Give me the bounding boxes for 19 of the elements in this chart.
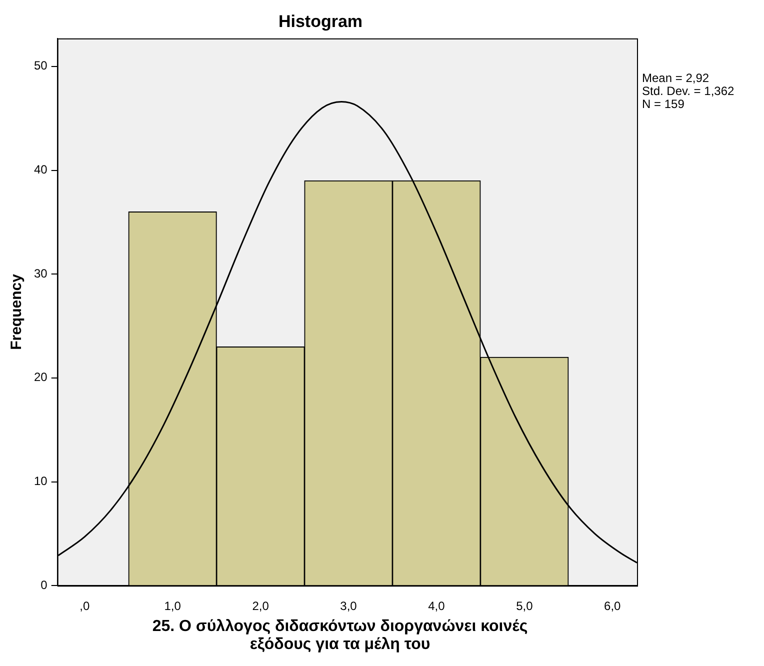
y-tick-label: 30 xyxy=(34,266,48,280)
y-tick-label: 50 xyxy=(34,58,48,73)
x-tick-label: ,0 xyxy=(80,599,90,614)
x-tick-label: 3,0 xyxy=(340,599,358,614)
y-tick-label: 10 xyxy=(34,474,48,488)
y-tick-label: 40 xyxy=(34,162,48,177)
x-axis-title: 25. Ο σύλλογος διδασκόντων διοργανώνει κοινές εξόδους για τα μέλη του xyxy=(151,618,529,654)
x-tick-label: 2,0 xyxy=(252,599,270,614)
y-tick-label: 0 xyxy=(40,578,48,592)
y-axis-title: Frequency xyxy=(8,273,26,350)
text: Mean = 2,92 xyxy=(642,71,710,85)
chart-title: Histogram xyxy=(278,12,363,31)
text: Std. Dev. = 1,362 xyxy=(642,84,734,98)
x-tick-label: 5,0 xyxy=(516,599,534,614)
x-tick-label: 4,0 xyxy=(428,599,446,614)
x-tick-label: 6,0 xyxy=(604,599,622,614)
text: N = 159 xyxy=(642,97,686,111)
x-tick-label: 1,0 xyxy=(164,599,182,614)
y-tick-label: 20 xyxy=(34,370,48,384)
